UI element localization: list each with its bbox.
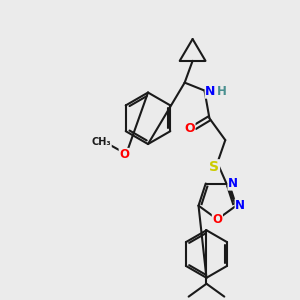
Text: CH₃: CH₃ [92,137,111,147]
Text: S: S [209,160,219,174]
Text: O: O [184,122,195,135]
Text: N: N [228,177,238,190]
Text: N: N [235,199,245,212]
Text: N: N [205,85,216,98]
Text: O: O [212,213,222,226]
Text: H: H [216,85,226,98]
Text: O: O [119,148,129,161]
